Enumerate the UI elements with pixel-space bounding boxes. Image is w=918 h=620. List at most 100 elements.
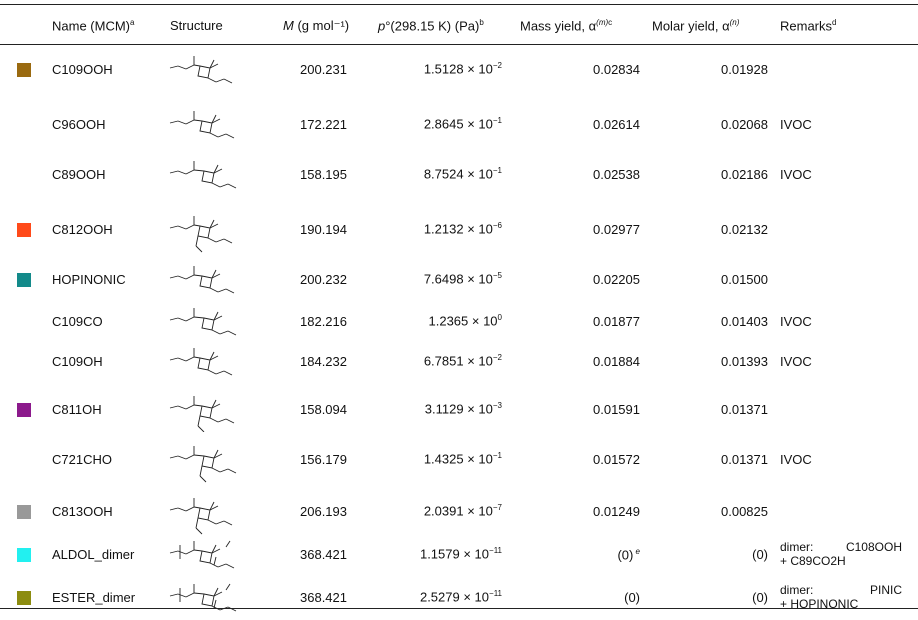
vapour-pressure: 1.5128 × 10−2: [423, 61, 502, 77]
vapour-pressure: 6.7851 × 10−2: [423, 353, 502, 369]
compound-name: C89OOH: [52, 167, 106, 182]
chemical-structure-icon: [169, 266, 235, 294]
bottom-rule: [0, 608, 918, 609]
mass-yield: 0.02977: [593, 222, 640, 237]
remark-first-compound: PINIC: [869, 583, 902, 597]
molar-yield: 0.01371: [721, 452, 768, 467]
remark-line-2: + HOPINONIC: [780, 597, 859, 611]
remark: dimer: C108OOH + C89CO2H: [780, 540, 902, 568]
molar-yield: 0.01500: [721, 272, 768, 287]
chemical-structure-icon: [169, 161, 237, 189]
mass-yield: 0.02614: [593, 117, 640, 132]
chemical-structure-icon: [169, 56, 233, 84]
header-rule: [0, 44, 918, 45]
vapour-pressure: 7.6498 × 10−5: [423, 271, 502, 287]
color-swatch: [17, 223, 31, 237]
vapour-pressure: 1.2132 × 10−6: [423, 221, 502, 237]
molar-yield: 0.02186: [721, 167, 768, 182]
remark: IVOC: [780, 452, 812, 467]
remark: IVOC: [780, 167, 812, 182]
vapour-pressure: 2.8645 × 10−1: [423, 116, 502, 132]
molar-mass: 184.232: [300, 354, 347, 369]
remark: dimer: PINIC + HOPINONIC: [780, 583, 902, 611]
mass-yield: 0.01877: [593, 314, 640, 329]
mass-yield: 0.02538: [593, 167, 640, 182]
color-swatch: [17, 273, 31, 287]
mass-yield: (0): [624, 590, 640, 605]
mass-yield: 0.02834: [593, 62, 640, 77]
molar-yield: 0.01371: [721, 402, 768, 417]
header-mass-yield: Mass yield, α(m)c: [520, 18, 613, 34]
compound-name: C109CO: [52, 314, 103, 329]
vapour-pressure: 1.4325 × 10−1: [423, 451, 502, 467]
compound-name: ESTER_dimer: [52, 590, 136, 605]
mass-yield: 0.01884: [593, 354, 640, 369]
header-pressure: p°(298.15 K) (Pa)b: [378, 18, 484, 34]
molar-yield: (0): [752, 547, 768, 562]
molar-yield: 0.01393: [721, 354, 768, 369]
compound-name: C812OOH: [52, 222, 113, 237]
header-mass: M (g mol⁻¹): [283, 18, 350, 33]
chemical-structure-icon: [169, 216, 233, 253]
vapour-pressure: 3.1129 × 10−3: [424, 401, 502, 417]
compound-name: C109OH: [52, 354, 103, 369]
header-molar-yield: Molar yield, α(n): [652, 18, 740, 34]
header-name: Name (MCM)a: [52, 18, 135, 34]
mass-yield: 0.01591: [593, 402, 640, 417]
molar-mass: 368.421: [300, 590, 347, 605]
header-remarks: Remarksd: [780, 18, 837, 34]
molar-yield: (0): [752, 590, 768, 605]
vapour-pressure: 1.1579 × 10−11: [419, 546, 502, 562]
color-swatch: [17, 403, 31, 417]
vapour-pressure: 2.5279 × 10−11: [419, 589, 502, 605]
chemical-structure-icon: [169, 583, 237, 612]
chemical-structure-icon: [169, 111, 235, 139]
remark-line-1: dimer: C108OOH: [780, 540, 902, 554]
molar-mass: 200.231: [300, 62, 347, 77]
mass-yield: (0) e: [617, 547, 640, 563]
chemical-structure-icon: [169, 396, 235, 432]
molar-mass: 182.216: [300, 314, 347, 329]
mass-yield: 0.01572: [593, 452, 640, 467]
molar-mass: 200.232: [300, 272, 347, 287]
chemical-structure-icon: [169, 498, 233, 535]
remark-line-1: dimer: PINIC: [780, 583, 902, 597]
header-structure: Structure: [170, 18, 223, 33]
chemical-structure-icon: [169, 308, 237, 336]
vapour-pressure: 1.2365 × 100: [428, 313, 503, 329]
top-rule: [0, 4, 918, 5]
molar-mass: 156.179: [300, 452, 347, 467]
molar-yield: 0.02132: [721, 222, 768, 237]
remark: IVOC: [780, 354, 812, 369]
compound-name: HOPINONIC: [52, 272, 126, 287]
color-swatch: [17, 63, 31, 77]
molar-mass: 172.221: [300, 117, 347, 132]
molar-mass: 190.194: [300, 222, 347, 237]
mass-yield: 0.01249: [593, 504, 640, 519]
remark-line-2: + C89CO2H: [780, 554, 846, 568]
compound-name: C811OH: [52, 402, 102, 417]
color-swatch: [17, 548, 31, 562]
compound-name: ALDOL_dimer: [52, 547, 135, 562]
compound-name: C96OOH: [52, 117, 106, 132]
molar-yield: 0.01928: [721, 62, 768, 77]
compound-name: C109OOH: [52, 62, 113, 77]
molar-mass: 206.193: [300, 504, 347, 519]
molar-mass: 158.094: [300, 402, 347, 417]
remark: IVOC: [780, 314, 812, 329]
chemical-structure-icon: [169, 446, 237, 483]
remark-prefix: dimer:: [780, 540, 814, 554]
molar-yield: 0.02068: [721, 117, 768, 132]
chemical-structure-icon: [169, 540, 235, 569]
remark: IVOC: [780, 117, 812, 132]
mass-yield: 0.02205: [593, 272, 640, 287]
remark-prefix: dimer:: [780, 583, 814, 597]
color-swatch: [17, 591, 31, 605]
molar-yield: 0.00825: [721, 504, 768, 519]
molar-mass: 368.421: [300, 547, 347, 562]
remark-first-compound: C108OOH: [845, 540, 902, 554]
chemical-structure-icon: [169, 348, 233, 376]
compound-name: C813OOH: [52, 504, 113, 519]
color-swatch: [17, 505, 31, 519]
molar-yield: 0.01403: [721, 314, 768, 329]
